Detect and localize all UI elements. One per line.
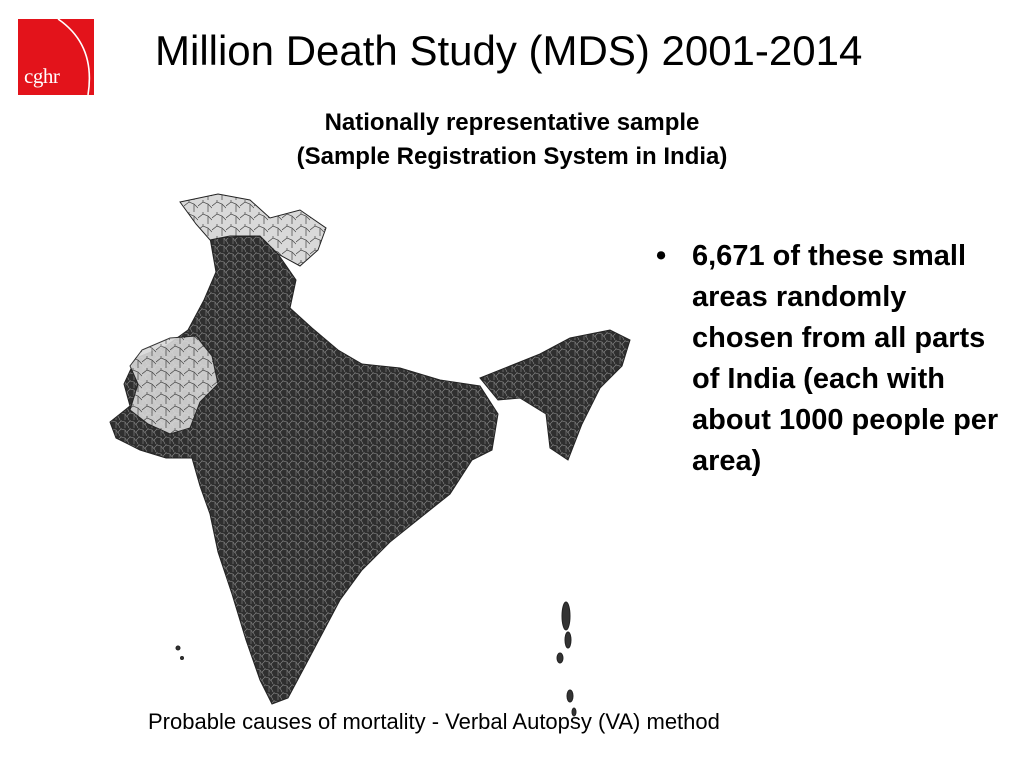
subtitle-line-2: (Sample Registration System in India) (296, 143, 728, 170)
western-region (129, 335, 219, 435)
logo-text: cghr (24, 64, 60, 88)
northeast-region (479, 329, 631, 461)
footer-caption: Probable causes of mortality - Verbal Au… (148, 709, 720, 734)
bullet-symbol: • (656, 240, 667, 272)
island-chain (175, 601, 577, 717)
bullet-list: • 6,671 of these small areas randomly ch… (650, 236, 1010, 482)
subtitle: Nationally representative sample (Sample… (200, 106, 824, 174)
mainland-region (109, 235, 499, 705)
logo-arc-graphic (57, 19, 91, 95)
india-district-map (109, 193, 631, 717)
page-title: Million Death Study (MDS) 2001-2014 (155, 27, 863, 74)
subtitle-line-1: Nationally representative sample (324, 109, 700, 136)
northern-region (179, 193, 327, 267)
bullet-item: • 6,671 of these small areas randomly ch… (650, 236, 1010, 482)
cghr-logo: cghr (18, 19, 94, 95)
bullet-text: 6,671 of these small areas randomly chos… (692, 240, 999, 477)
